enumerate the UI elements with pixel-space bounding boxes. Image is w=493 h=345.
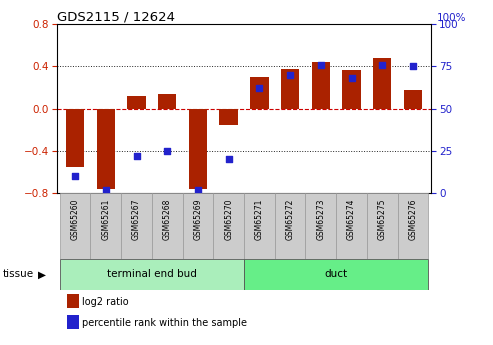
Bar <box>213 193 244 259</box>
Bar <box>60 259 244 290</box>
Bar <box>158 94 176 109</box>
Bar <box>367 193 397 259</box>
Bar <box>182 193 213 259</box>
Bar <box>404 90 422 109</box>
Text: GSM65269: GSM65269 <box>193 198 203 240</box>
Bar <box>281 69 299 109</box>
Point <box>194 187 202 193</box>
Text: GSM65272: GSM65272 <box>285 198 295 240</box>
Point <box>409 63 417 69</box>
Point <box>133 153 141 159</box>
Point <box>102 187 110 193</box>
Point <box>348 76 355 81</box>
Point <box>71 174 79 179</box>
Bar <box>60 193 91 259</box>
Bar <box>121 193 152 259</box>
Bar <box>250 77 269 109</box>
Text: GDS2115 / 12624: GDS2115 / 12624 <box>57 10 175 23</box>
Text: tissue: tissue <box>2 269 34 279</box>
Bar <box>244 259 428 290</box>
Text: GSM65271: GSM65271 <box>255 198 264 240</box>
Text: GSM65270: GSM65270 <box>224 198 233 240</box>
Point <box>225 157 233 162</box>
Point <box>255 86 263 91</box>
Text: ▶: ▶ <box>38 269 46 279</box>
Bar <box>219 109 238 125</box>
Text: terminal end bud: terminal end bud <box>107 269 197 279</box>
Bar <box>336 193 367 259</box>
Bar <box>91 193 121 259</box>
Point <box>317 62 325 68</box>
Bar <box>312 62 330 109</box>
Point <box>163 148 171 154</box>
Bar <box>342 70 361 109</box>
Bar <box>66 109 84 167</box>
Bar <box>275 193 306 259</box>
Text: GSM65261: GSM65261 <box>102 198 110 240</box>
Text: GSM65260: GSM65260 <box>70 198 80 240</box>
Point <box>286 72 294 78</box>
Text: GSM65267: GSM65267 <box>132 198 141 240</box>
Bar <box>306 193 336 259</box>
Bar <box>97 109 115 189</box>
Text: GSM65276: GSM65276 <box>408 198 418 240</box>
Bar <box>152 193 182 259</box>
Text: GSM65274: GSM65274 <box>347 198 356 240</box>
Bar <box>373 58 391 109</box>
Text: 100%: 100% <box>437 13 466 23</box>
Bar <box>397 193 428 259</box>
Text: log2 ratio: log2 ratio <box>82 297 129 307</box>
Bar <box>127 96 146 109</box>
Text: GSM65273: GSM65273 <box>317 198 325 240</box>
Bar <box>189 109 207 189</box>
Text: duct: duct <box>324 269 348 279</box>
Text: percentile rank within the sample: percentile rank within the sample <box>82 318 247 327</box>
Text: GSM65275: GSM65275 <box>378 198 387 240</box>
Text: GSM65268: GSM65268 <box>163 198 172 240</box>
Bar <box>244 193 275 259</box>
Point <box>378 62 386 68</box>
